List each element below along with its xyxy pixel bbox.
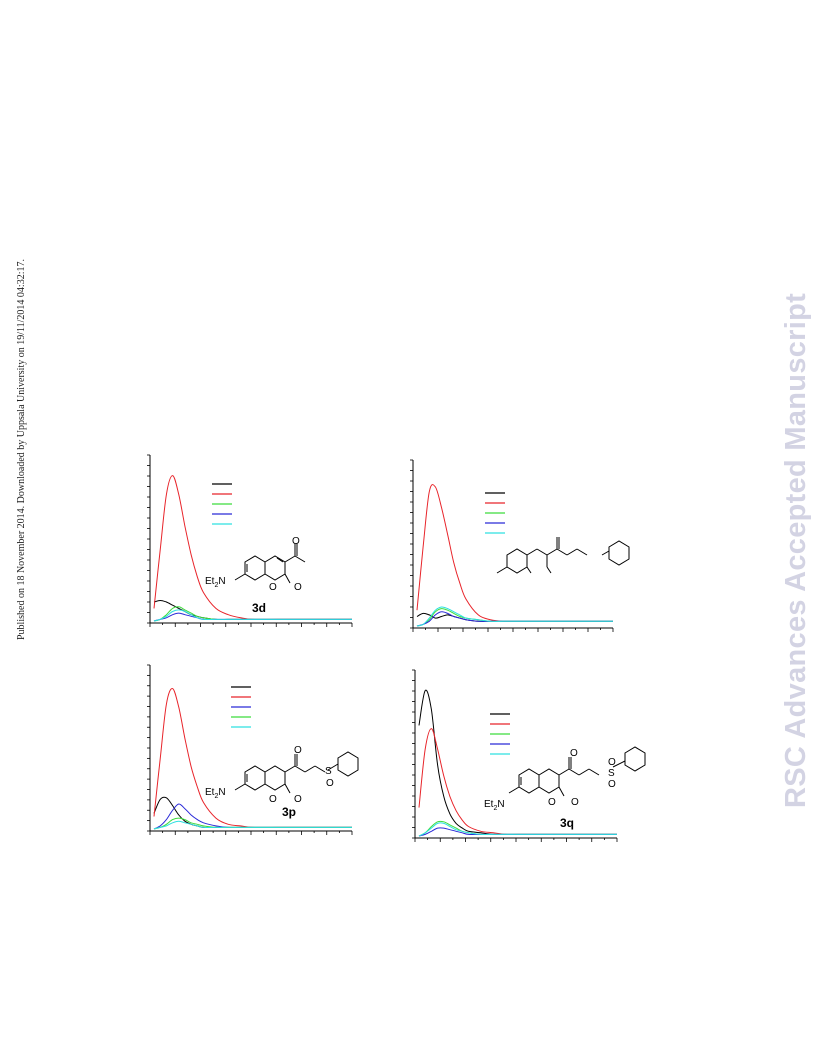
axes — [410, 459, 614, 632]
sulfone-oxygen-bottom-label: O — [608, 779, 616, 790]
lactone-oxygen-label: O — [294, 582, 302, 593]
sulfur-label: S — [325, 766, 332, 777]
amine-label: Et2N — [484, 799, 505, 812]
series-line-cyan — [153, 820, 352, 830]
series-line-blue — [153, 803, 352, 830]
molecule-structure — [508, 746, 646, 797]
curves — [153, 475, 352, 622]
compound-label: 3q — [560, 816, 574, 830]
chart-panel-3d: Et2N O O O 3d — [147, 454, 353, 627]
axes — [147, 664, 353, 835]
sulfur-label: S — [608, 768, 615, 779]
ring-oxygen-label: O — [269, 794, 277, 805]
legend — [485, 492, 505, 534]
sulfone-oxygen-top-label: O — [608, 757, 616, 768]
ring-oxygen-label: O — [548, 797, 556, 808]
molecule-structure — [234, 751, 359, 794]
curves — [416, 484, 613, 627]
amine-label: Et2N — [205, 576, 226, 589]
chart-panel-2 — [410, 459, 630, 632]
accepted-manuscript-watermark: RSC Advances Accepted Manuscript — [780, 292, 812, 808]
molecule-structure — [234, 544, 306, 584]
ring-oxygen-label: O — [269, 582, 277, 593]
chart-panel-3p: Et2N O S O O O 3p — [147, 664, 359, 835]
legend — [490, 713, 510, 755]
series-line-cyan — [418, 822, 617, 837]
series-line-black — [153, 796, 352, 829]
series-line-green — [418, 820, 617, 837]
carbonyl-oxygen-label: O — [570, 748, 578, 759]
axes — [412, 669, 618, 842]
chart-panel-3q: Et2N O O S O O O 3q — [412, 669, 646, 842]
curves — [153, 688, 352, 830]
series-line-red — [153, 475, 352, 621]
series-line-black — [418, 689, 617, 836]
series-line-blue — [416, 611, 613, 627]
amine-label: Et2N — [205, 787, 226, 800]
molecule-structure — [496, 537, 630, 574]
curves — [418, 689, 617, 837]
carbonyl-oxygen-label: O — [294, 745, 302, 756]
lactone-oxygen-label: O — [571, 797, 579, 808]
series-line-red — [153, 688, 352, 829]
series-line-green — [416, 608, 613, 627]
sulfoxide-oxygen-label: O — [326, 778, 334, 789]
series-line-black — [416, 612, 613, 622]
publication-side-note: Published on 18 November 2014. Downloade… — [16, 259, 27, 640]
lactone-oxygen-label: O — [294, 794, 302, 805]
carbonyl-oxygen-label: O — [292, 536, 300, 547]
legend — [231, 686, 251, 728]
series-line-red — [418, 728, 617, 836]
compound-label: 3p — [282, 805, 296, 819]
series-line-cyan — [153, 609, 352, 622]
legend — [212, 483, 232, 525]
compound-label: 3d — [252, 601, 266, 615]
axes — [147, 454, 353, 627]
series-line-cyan — [416, 606, 613, 627]
